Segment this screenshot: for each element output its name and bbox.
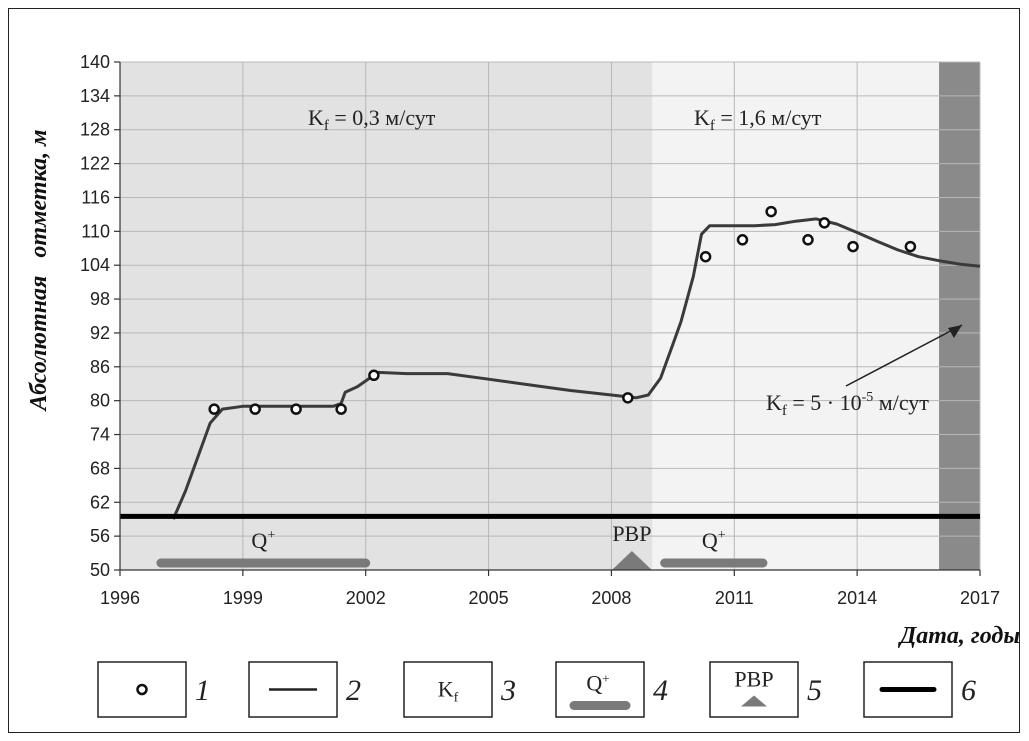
kf-label-zone1-k: K bbox=[308, 105, 324, 130]
y-tick-label-92: 92 bbox=[90, 323, 110, 343]
kf-arrow-head bbox=[948, 325, 962, 338]
observed-point-1 bbox=[208, 403, 220, 415]
legend-kf-sub: f bbox=[454, 691, 459, 706]
y-tick-label-80: 80 bbox=[90, 391, 110, 411]
q-bar-label-1: Q+ bbox=[251, 528, 275, 553]
kf-label-zone3-post: м/сут bbox=[873, 390, 929, 415]
x-tick-label-2014: 2014 bbox=[837, 588, 877, 608]
observed-point-8 bbox=[736, 234, 749, 246]
x-tick-label-1996: 1996 bbox=[100, 588, 140, 608]
kf-arrow-line bbox=[845, 324, 963, 387]
observed-point-2 bbox=[249, 403, 261, 415]
y-tick-label-140: 140 bbox=[80, 52, 110, 72]
observed-point-13 bbox=[904, 240, 917, 253]
model-line-path bbox=[171, 217, 981, 520]
kf-label-zone2-k: K bbox=[694, 105, 710, 130]
x-tick-label-1999: 1999 bbox=[223, 588, 263, 608]
observed-point-9 bbox=[765, 205, 777, 218]
legend-box-5 bbox=[709, 661, 799, 718]
y-tick-label-74: 74 bbox=[90, 425, 110, 445]
q-label-letter: Q bbox=[251, 528, 267, 553]
q-label-sup: + bbox=[718, 528, 726, 543]
kf-label-zone3-mid: = 5 · 10 bbox=[787, 390, 862, 415]
y-tick-label-86: 86 bbox=[90, 357, 110, 377]
q-bar-label-2: Q+ bbox=[702, 528, 726, 553]
kf-label-zone3-sup: -5 bbox=[862, 390, 874, 405]
q-label-sup: + bbox=[267, 528, 275, 543]
kf-label-zone2-sub: f bbox=[710, 118, 715, 134]
model-line bbox=[171, 217, 981, 520]
zone-backgrounds bbox=[120, 62, 980, 570]
kf-label-zone3: Kf = 5 · 10-5 м/сут bbox=[766, 390, 929, 419]
x-tick-label-2008: 2008 bbox=[591, 588, 631, 608]
legend-number-6: 6 bbox=[961, 674, 976, 707]
x-tick-label-2011: 2011 bbox=[715, 588, 754, 608]
kf-label-zone3-sub: f bbox=[782, 403, 787, 419]
x-tick-label-2005: 2005 bbox=[469, 588, 509, 608]
legend-box-3 bbox=[403, 661, 493, 718]
legend: 1 2 Kf 3 Q+ 4 РВР 5 6 bbox=[97, 661, 976, 718]
legend-number-5: 5 bbox=[807, 674, 822, 707]
y-tick-label-110: 110 bbox=[81, 221, 110, 241]
observed-point-12 bbox=[847, 240, 859, 253]
y-tick-label-128: 128 bbox=[80, 120, 110, 140]
legend-number-1: 1 bbox=[195, 674, 210, 707]
legend-q-letter: Q bbox=[586, 671, 602, 696]
observed-markers bbox=[208, 205, 917, 415]
y-tick-label-62: 62 bbox=[90, 492, 110, 512]
zone-2 bbox=[652, 62, 940, 570]
y-tick-label-98: 98 bbox=[90, 289, 110, 309]
rvr-label: РВР bbox=[612, 521, 651, 546]
legend-q-sup: + bbox=[602, 671, 609, 686]
kf-label-zone2: Kf = 1,6 м/сут bbox=[694, 105, 822, 134]
legend-number-2: 2 bbox=[346, 674, 361, 707]
legend-marker-symbol bbox=[136, 683, 148, 696]
observed-point-7 bbox=[699, 250, 712, 263]
legend-rvr-label: РВР bbox=[734, 667, 773, 692]
q-label-letter: Q bbox=[702, 528, 718, 553]
tick-labels: 50 56 62 68 74 80 86 92 98 104 110 116 122 128 134 140 1… bbox=[80, 52, 1000, 608]
observed-point-3 bbox=[290, 403, 302, 415]
y-tick-label-50: 50 bbox=[90, 560, 110, 580]
legend-q-label: Q+ bbox=[586, 671, 609, 696]
axes bbox=[114, 61, 981, 576]
figure-frame bbox=[8, 8, 1020, 733]
rvr-triangle bbox=[611, 551, 652, 570]
kf-label-zone1-sub: f bbox=[324, 118, 329, 134]
y-tick-label-122: 122 bbox=[80, 154, 110, 174]
legend-number-3: 3 bbox=[500, 674, 516, 707]
y-axis-title: Абсолютная отметка, м bbox=[26, 129, 52, 412]
bottom-marks: Q+ Q+РВР bbox=[156, 521, 768, 570]
x-axis-title: Дата, годы bbox=[898, 623, 1020, 649]
y-tick-label-134: 134 bbox=[80, 86, 110, 106]
legend-kf-k: K bbox=[438, 677, 454, 702]
y-tick-label-104: 104 bbox=[80, 255, 110, 275]
legend-number-4: 4 bbox=[653, 674, 668, 707]
observed-point-4 bbox=[335, 403, 347, 415]
x-tick-label-2017: 2017 bbox=[960, 588, 1000, 608]
kf-label-zone1: Kf = 0,3 м/сут bbox=[308, 105, 436, 134]
observed-point-5 bbox=[368, 369, 380, 382]
observed-point-6 bbox=[622, 392, 634, 404]
zone-1 bbox=[120, 62, 653, 570]
x-tick-label-2002: 2002 bbox=[346, 588, 386, 608]
y-tick-label-56: 56 bbox=[90, 526, 110, 546]
observed-point-10 bbox=[802, 234, 814, 246]
y-tick-label-116: 116 bbox=[81, 187, 110, 207]
zone-3 bbox=[939, 62, 980, 570]
legend-rvr-triangle bbox=[741, 695, 767, 707]
kf-label-zone2-post: = 1,6 м/сут bbox=[715, 105, 822, 130]
legend-kf-label: Kf bbox=[438, 677, 459, 706]
y-tick-label-68: 68 bbox=[90, 458, 110, 478]
observed-point-11 bbox=[818, 217, 831, 229]
kf-label-zone1-post: = 0,3 м/сут bbox=[329, 105, 436, 130]
kf-label-zone3-k: K bbox=[766, 390, 782, 415]
legend-box-6 bbox=[863, 661, 953, 718]
